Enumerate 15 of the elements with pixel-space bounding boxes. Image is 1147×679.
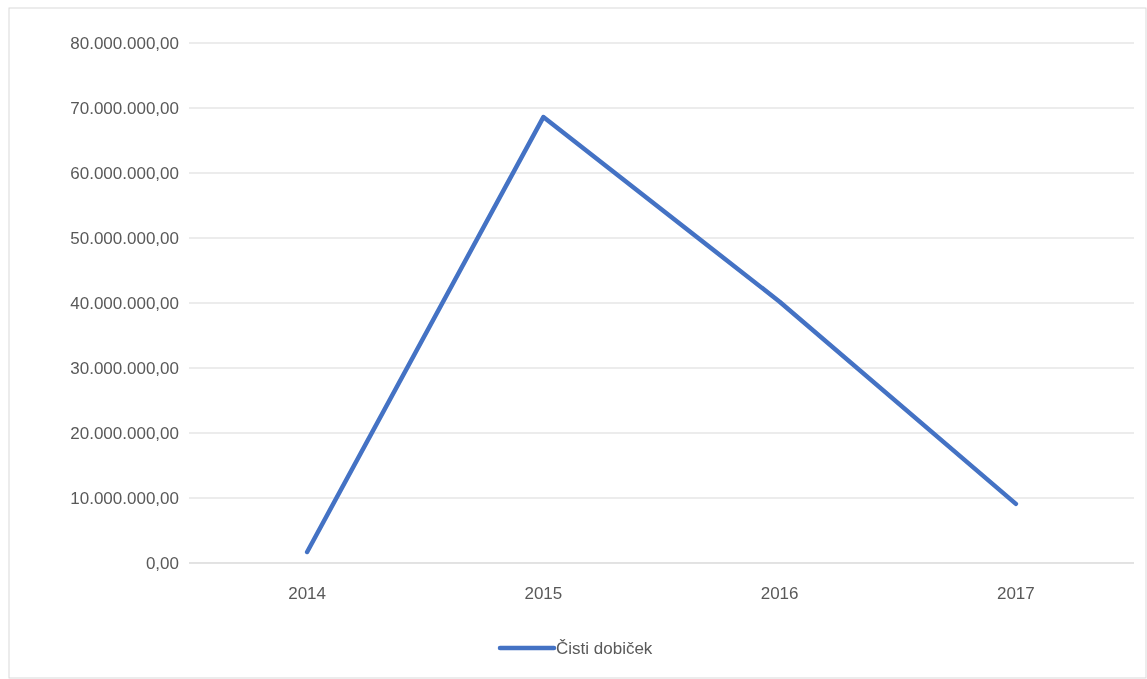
line-series <box>304 114 1019 555</box>
y-tick-label: 60.000.000,00 <box>70 163 179 183</box>
legend-label: Čisti dobiček <box>556 638 653 658</box>
y-tick-label: 50.000.000,00 <box>70 228 179 248</box>
y-tick-label: 40.000.000,00 <box>70 293 179 313</box>
x-tick-label: 2014 <box>288 584 327 603</box>
x-tick-label: 2016 <box>760 584 799 603</box>
y-tick-label: 0,00 <box>145 553 179 573</box>
y-tick-label: 80.000.000,00 <box>70 33 179 53</box>
y-tick-label: 20.000.000,00 <box>70 423 179 443</box>
x-tick-label: 2015 <box>524 584 563 603</box>
y-tick-label: 30.000.000,00 <box>70 358 179 378</box>
x-tick-label: 2017 <box>996 584 1035 603</box>
y-tick-label: 70.000.000,00 <box>70 98 179 118</box>
y-tick-label: 10.000.000,00 <box>70 488 179 508</box>
